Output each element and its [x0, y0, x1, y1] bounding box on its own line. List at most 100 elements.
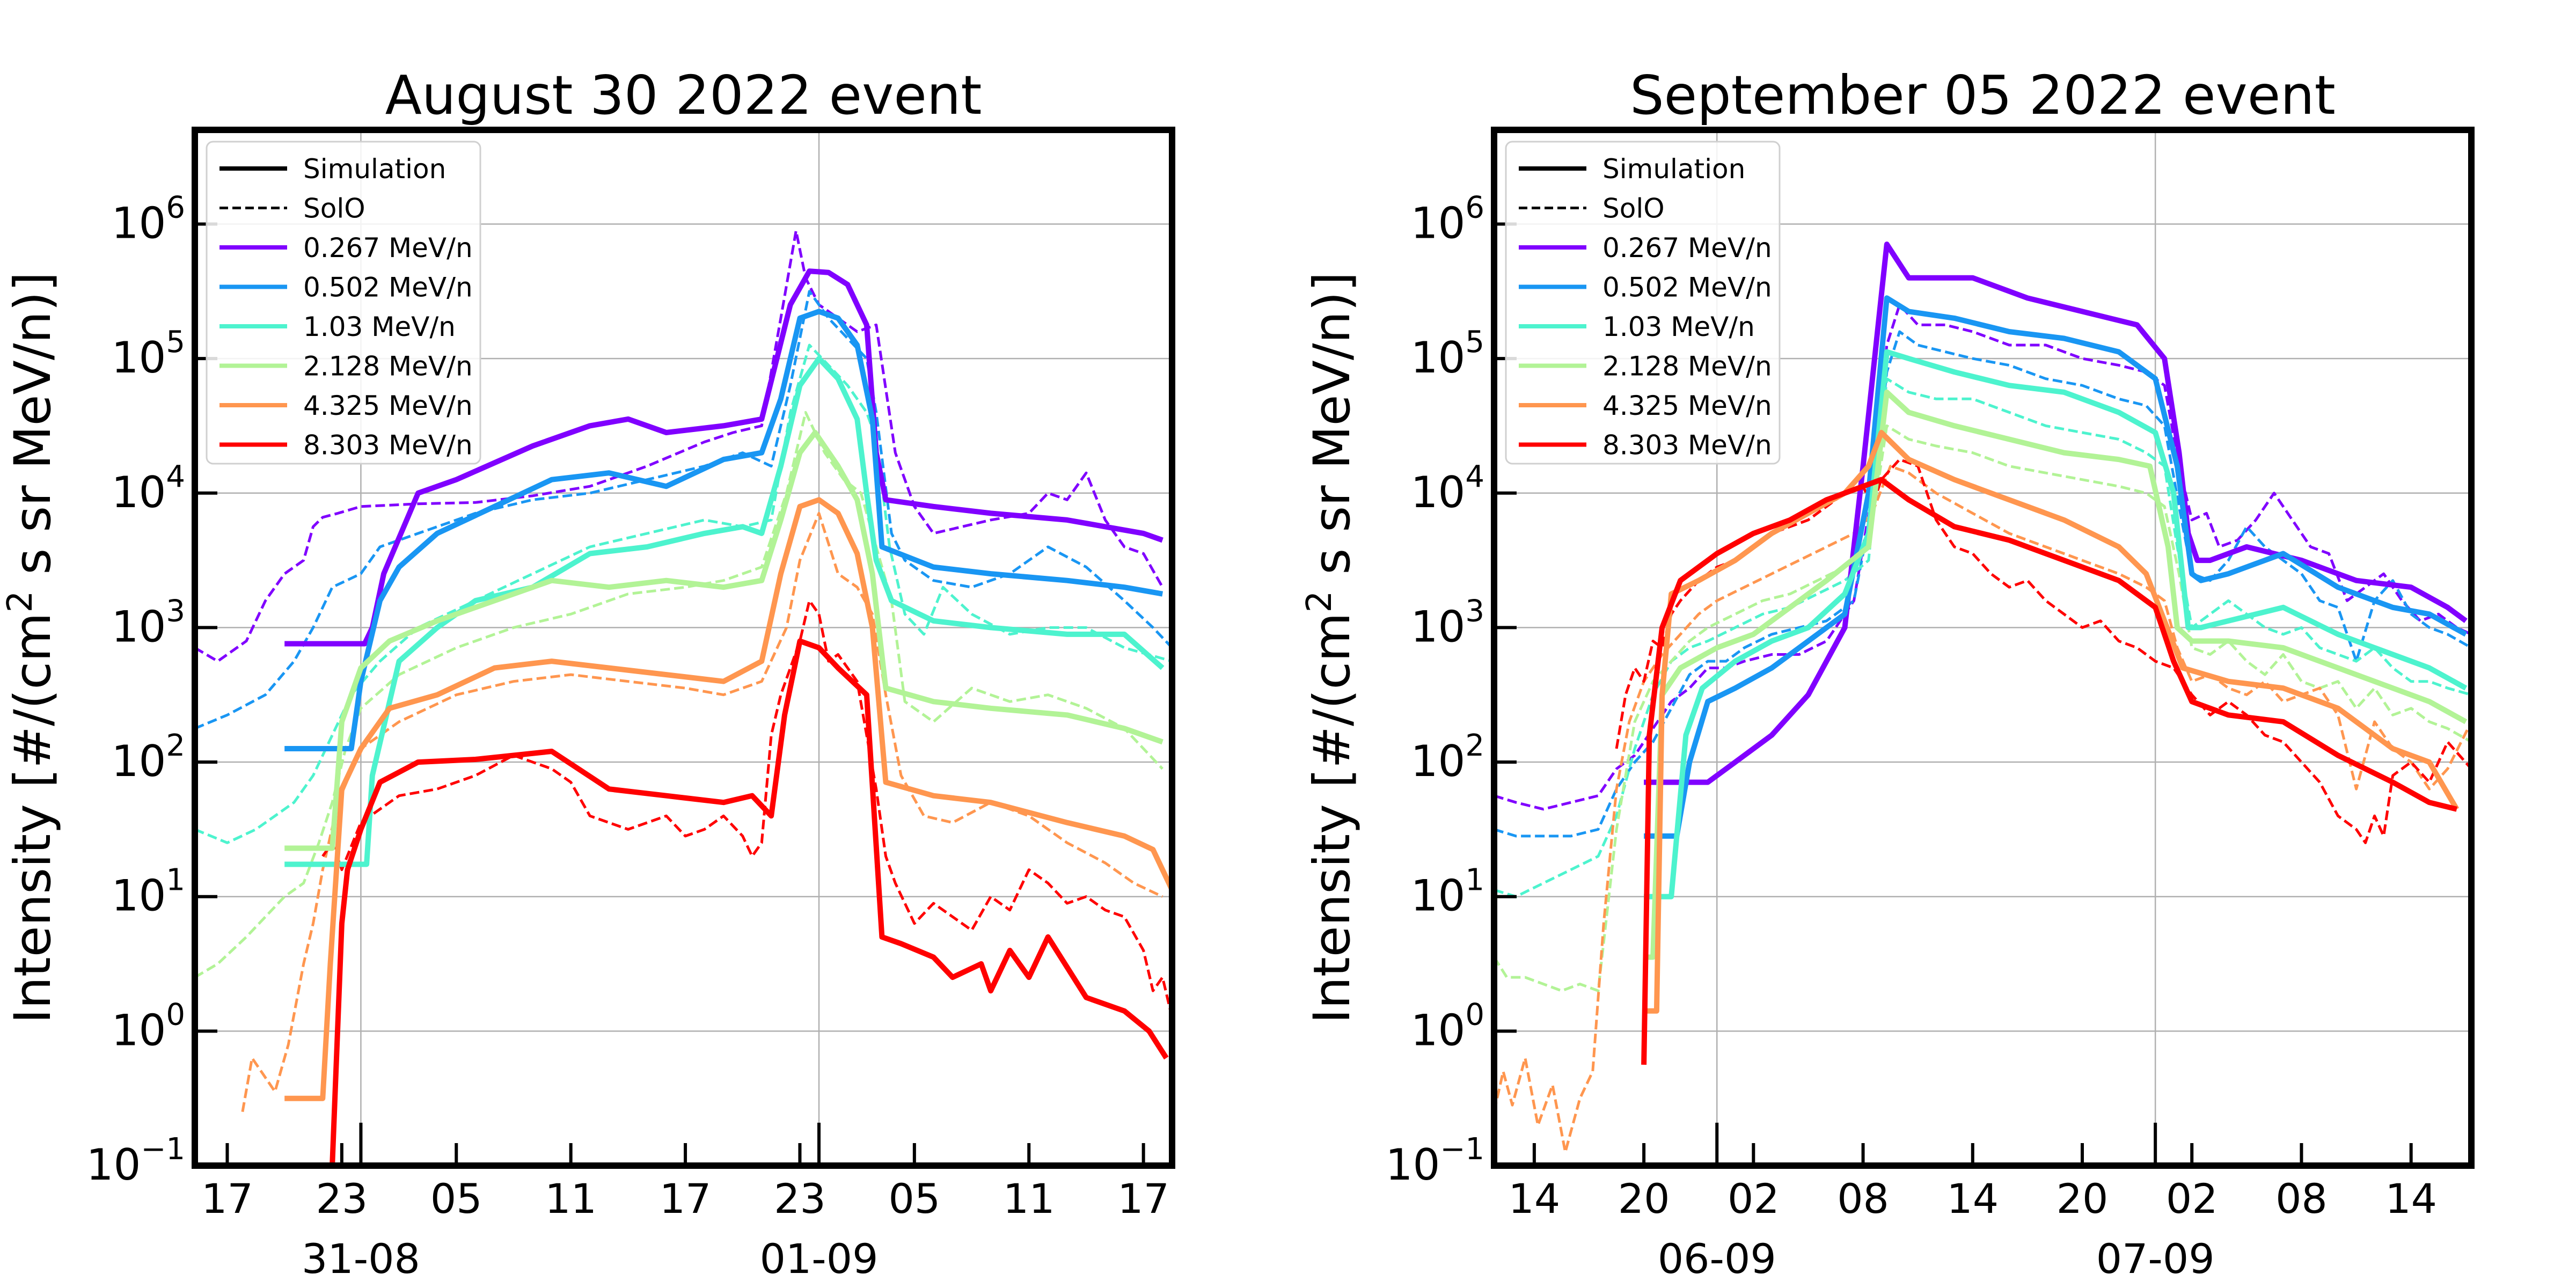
legend-box — [1505, 141, 1781, 465]
x-date-label: 01-09 — [760, 1235, 879, 1283]
legend-box — [206, 141, 481, 465]
series-line-simulation-2-128-mev-n — [1644, 389, 2468, 960]
y-tick-exponent: −1 — [1440, 1132, 1484, 1167]
y-tick-label: 102 — [112, 728, 185, 786]
y-tick-base: 10 — [1411, 467, 1466, 517]
y-axis-label-text: Intensity [#/(cm — [1303, 612, 1362, 1023]
legend-label: 4.325 MeV/n — [1602, 390, 1772, 421]
y-axis-label: Intensity [#/(cm2 s sr MeV/n)] — [1, 272, 62, 1024]
y-tick-label: 100 — [112, 997, 185, 1055]
series-group — [1494, 241, 2471, 1154]
x-tick-label: 17 — [1117, 1175, 1169, 1223]
series-line-solo-8-303-mev-n — [1615, 458, 2471, 844]
series-line-simulation-1-03-mev-n — [284, 356, 1165, 867]
y-tick-label: 106 — [112, 190, 185, 248]
series-line-solo-1-03-mev-n — [1494, 377, 2471, 898]
series-line-solo-8-303-mev-n — [321, 599, 1172, 1018]
legend-label: 0.502 MeV/n — [303, 272, 473, 303]
series-line-solo-1-03-mev-n — [195, 343, 1172, 844]
y-tick-label: 103 — [112, 594, 185, 652]
x-date-label: 07-09 — [2096, 1235, 2215, 1283]
legend-label: 2.128 MeV/n — [1602, 351, 1772, 382]
x-tick-label: 02 — [2166, 1175, 2218, 1223]
chart-title: September 05 2022 event — [1630, 64, 2336, 127]
y-tick-label: 103 — [1411, 594, 1484, 652]
y-tick-base: 10 — [86, 1140, 141, 1190]
x-tick-label: 11 — [545, 1175, 597, 1223]
legend-label: 4.325 MeV/n — [303, 390, 473, 421]
y-tick-base: 10 — [112, 871, 166, 921]
y-axis-label-sup: 2 — [1, 591, 40, 613]
series-line-simulation-8-303-mev-n — [1641, 477, 2457, 1065]
y-tick-base: 10 — [112, 1005, 166, 1055]
y-tick-label: 102 — [1411, 728, 1484, 786]
y-tick-exponent: 2 — [166, 728, 185, 763]
x-tick-label: 05 — [888, 1175, 940, 1223]
chart-title: August 30 2022 event — [385, 64, 982, 127]
series-line-simulation-0-502-mev-n — [284, 309, 1163, 751]
legend-label: 8.303 MeV/n — [1602, 430, 1772, 461]
y-tick-base: 10 — [1386, 1140, 1440, 1190]
legend-label: SolO — [303, 193, 365, 224]
x-tick-label: 14 — [2385, 1175, 2437, 1223]
axes-frame — [192, 127, 1175, 1169]
x-tick-label: 05 — [430, 1175, 482, 1223]
y-tick-base: 10 — [112, 467, 166, 517]
y-tick-exponent: 5 — [1465, 325, 1484, 360]
legend-label: 1.03 MeV/n — [303, 311, 456, 342]
y-tick-exponent: −1 — [141, 1132, 185, 1167]
series-line-solo-4-325-mev-n — [241, 511, 1163, 1113]
y-tick-base: 10 — [112, 736, 166, 786]
legend-label: 0.502 MeV/n — [1602, 272, 1772, 303]
series-line-simulation-8-303-mev-n — [330, 638, 1169, 1166]
y-tick-base: 10 — [112, 198, 166, 248]
legend-label: SolO — [1602, 193, 1665, 224]
x-tick-label: 02 — [1728, 1175, 1780, 1223]
series-line-simulation-2-128-mev-n — [284, 430, 1163, 851]
y-tick-base: 10 — [1411, 1005, 1466, 1055]
x-date-label: 31-08 — [302, 1235, 420, 1283]
y-tick-exponent: 1 — [1465, 863, 1484, 898]
y-tick-base: 10 — [1411, 871, 1466, 921]
x-tick-label: 08 — [2275, 1175, 2328, 1223]
legend-label: 8.303 MeV/n — [303, 430, 473, 461]
legend-label: 1.03 MeV/n — [1602, 311, 1755, 342]
series-line-solo-2-128-mev-n — [195, 411, 1164, 979]
x-tick-label: 11 — [1003, 1175, 1055, 1223]
y-tick-label: 100 — [1411, 997, 1484, 1055]
y-tick-exponent: 1 — [166, 863, 185, 898]
series-line-solo-2-128-mev-n — [1494, 424, 2471, 992]
legend-label: Simulation — [303, 153, 446, 185]
series-line-simulation-4-325-mev-n — [284, 497, 1172, 1101]
y-axis-label-sup: 2 — [1300, 591, 1340, 613]
y-tick-exponent: 6 — [166, 190, 185, 225]
x-tick-label: 17 — [201, 1175, 253, 1223]
legend-label: 0.267 MeV/n — [303, 232, 473, 264]
x-tick-label: 14 — [1946, 1175, 1999, 1223]
x-tick-label: 20 — [2057, 1175, 2109, 1223]
x-date-label: 06-09 — [1658, 1235, 1776, 1283]
series-line-simulation-0-267-mev-n — [1644, 241, 2468, 785]
y-tick-exponent: 6 — [1465, 190, 1484, 225]
y-tick-base: 10 — [112, 333, 166, 383]
y-tick-base: 10 — [112, 602, 166, 652]
y-tick-exponent: 0 — [1465, 997, 1484, 1032]
y-tick-exponent: 3 — [166, 594, 185, 628]
series-line-solo-0-267-mev-n — [1494, 303, 2471, 811]
y-tick-label: 105 — [1411, 325, 1484, 383]
y-tick-label: 10−1 — [86, 1132, 185, 1190]
y-tick-exponent: 4 — [166, 459, 185, 494]
y-tick-base: 10 — [1411, 198, 1466, 248]
y-tick-label: 10−1 — [1386, 1132, 1484, 1190]
series-line-simulation-1-03-mev-n — [1644, 349, 2468, 899]
y-tick-exponent: 3 — [1465, 594, 1484, 628]
y-tick-exponent: 4 — [1465, 459, 1484, 494]
series-line-solo-0-267-mev-n — [195, 229, 1164, 663]
y-tick-base: 10 — [1411, 333, 1466, 383]
legend-label: 0.267 MeV/n — [1602, 232, 1772, 264]
legend: Simulation SolO 0.267 MeV/n 0.502 MeV/n 1.03… — [206, 141, 481, 465]
x-tick-label: 20 — [1618, 1175, 1670, 1223]
